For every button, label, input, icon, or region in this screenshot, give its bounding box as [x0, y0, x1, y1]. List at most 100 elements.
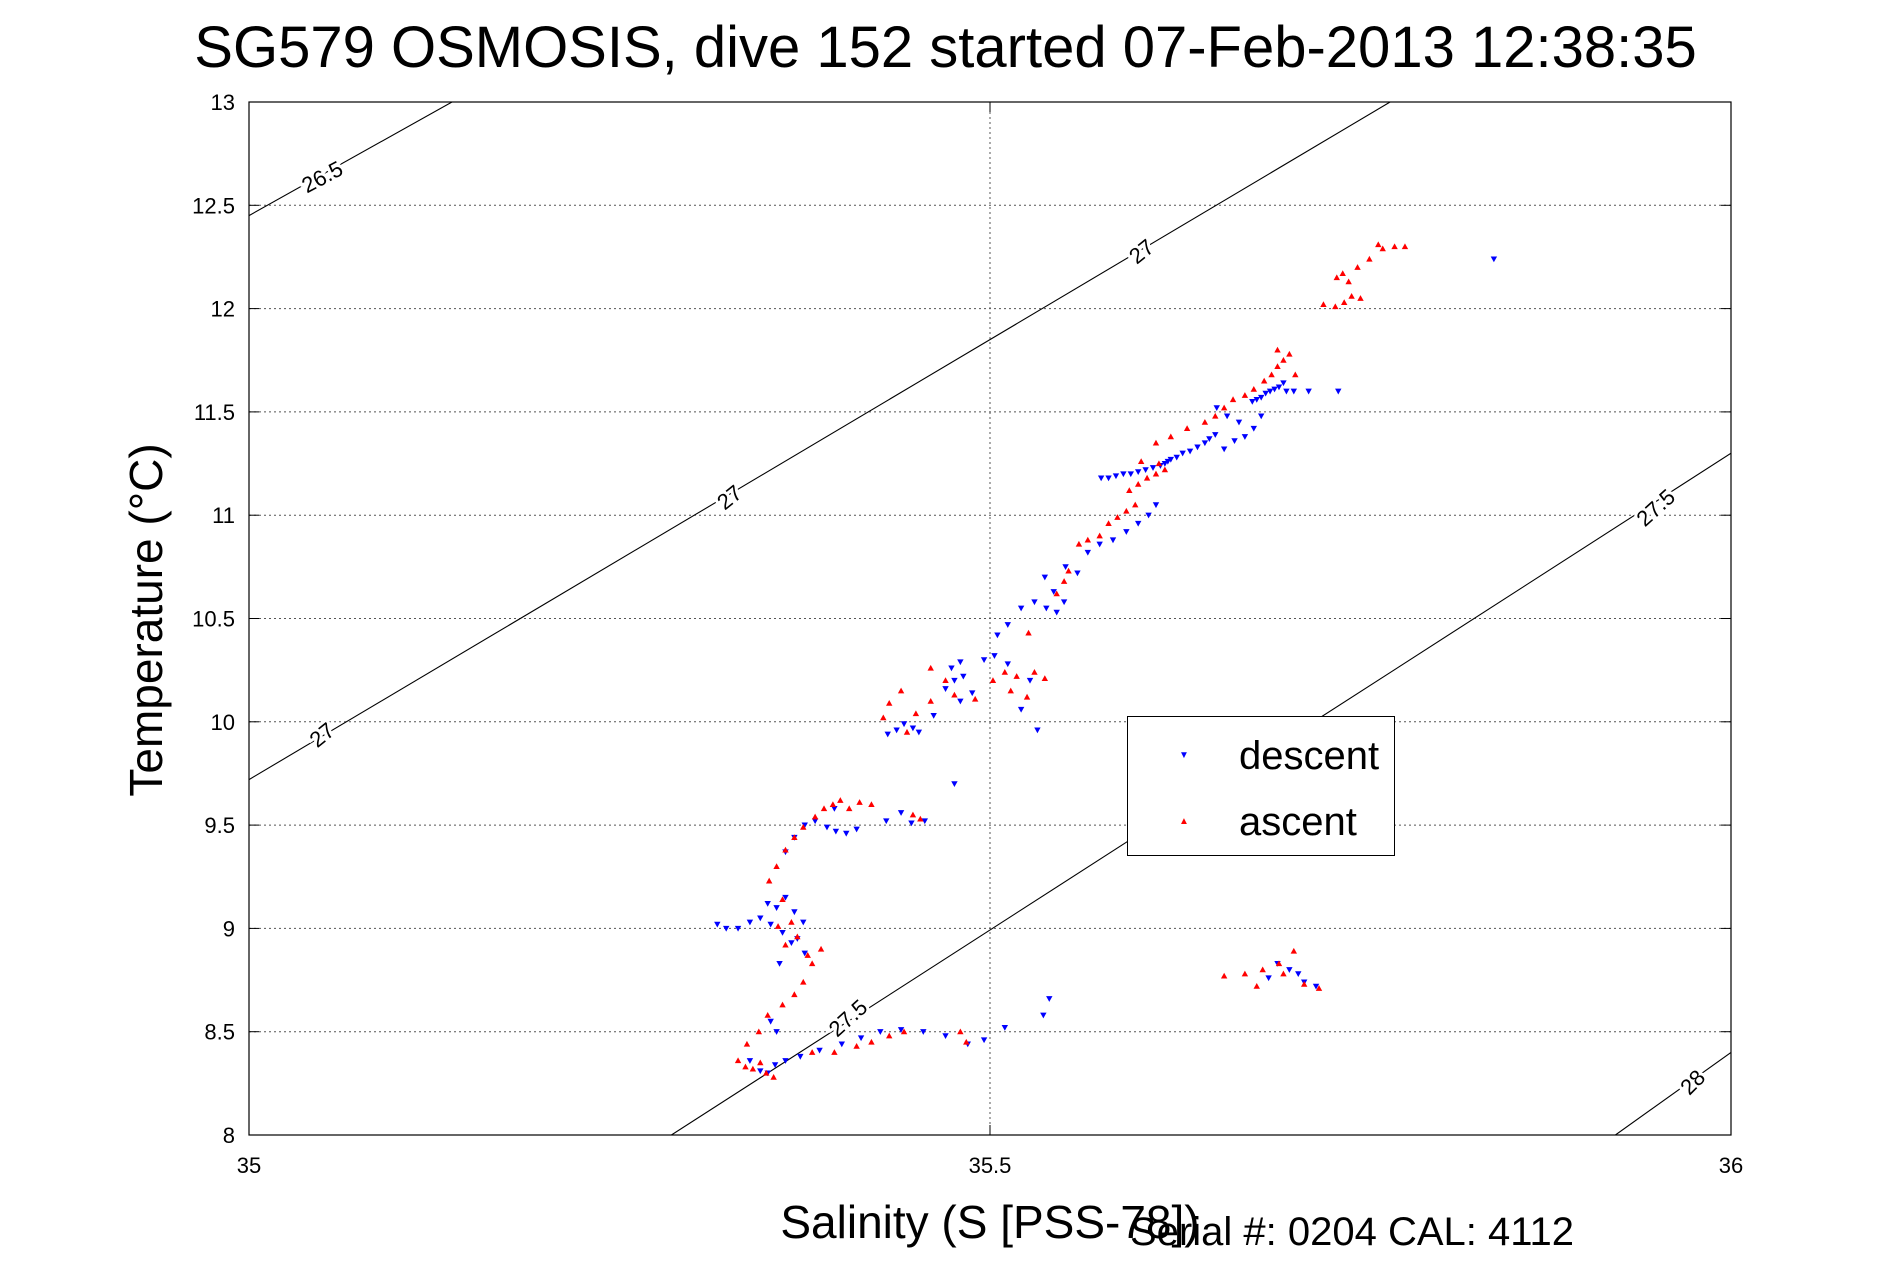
descent-point — [1249, 399, 1256, 405]
y-tick-label: 11 — [212, 503, 235, 528]
ascent-point — [1241, 392, 1249, 398]
descent-point — [884, 731, 891, 738]
ascent-point — [1354, 264, 1361, 270]
contour-line — [249, 102, 453, 217]
descent-point — [883, 818, 890, 825]
descent-point — [960, 673, 967, 680]
descent-point — [1286, 967, 1293, 973]
x-axis-label: Salinity (S [PSS-78]) — [780, 1196, 1199, 1248]
descent-point — [1241, 434, 1249, 440]
descent-point — [767, 1018, 774, 1025]
ascent-point — [1007, 687, 1014, 694]
ascent-point — [763, 1069, 770, 1076]
ascent-point — [804, 952, 811, 958]
descent-point — [831, 806, 838, 812]
descent-point — [1167, 456, 1175, 463]
ascent-point — [1155, 460, 1163, 467]
ascent-point — [755, 1028, 763, 1035]
ascent-point — [951, 691, 958, 698]
descent-point — [1026, 677, 1034, 684]
ascent-point — [765, 877, 773, 884]
descent-point — [1060, 599, 1068, 606]
ascent-point — [1300, 980, 1308, 987]
ascent-point — [749, 1065, 757, 1072]
ascent-point — [942, 677, 949, 684]
x-tick-label: 36 — [1719, 1153, 1743, 1178]
descent-point — [1164, 458, 1172, 465]
descent-point — [776, 960, 783, 967]
ascent-point — [1167, 433, 1175, 440]
ascent-point — [773, 863, 780, 869]
descent-point — [1043, 605, 1050, 612]
ascent-point — [764, 1011, 771, 1018]
descent-point — [801, 822, 808, 829]
descent-point — [1206, 436, 1213, 442]
descent-point — [811, 818, 819, 825]
descent-point — [1231, 438, 1238, 445]
descent-point — [951, 677, 958, 684]
descent-point — [832, 828, 840, 835]
descent-point — [1017, 706, 1025, 713]
ascent-point — [791, 834, 798, 841]
y-tick-label: 8.5 — [204, 1020, 235, 1045]
ascent-point — [927, 664, 934, 671]
y-tick-label: 12.5 — [192, 193, 235, 218]
descent-point — [838, 1041, 845, 1048]
ascent-point — [1280, 357, 1287, 363]
ascent-point — [1096, 532, 1103, 539]
ascent-point — [1025, 629, 1032, 636]
ascent-point — [757, 1059, 764, 1066]
descent-point — [1096, 541, 1103, 548]
descent-point — [771, 1062, 779, 1068]
ascent-point — [1152, 439, 1160, 446]
descent-point — [1179, 450, 1186, 457]
ascent-point — [1114, 514, 1121, 520]
ascent-point — [1333, 274, 1340, 281]
descent-point — [951, 781, 958, 787]
ascent-point — [856, 799, 863, 805]
descent-point — [1053, 609, 1060, 616]
ascent-point — [1259, 966, 1266, 973]
ascent-point — [880, 714, 887, 721]
ascent-point — [868, 801, 875, 807]
descent-point — [1201, 440, 1209, 447]
descent-point — [782, 894, 789, 901]
legend: ▼ descent ▲ ascent — [1127, 716, 1395, 856]
ascent-point — [800, 823, 807, 830]
descent-point — [969, 690, 976, 697]
ascent-point — [1132, 501, 1139, 508]
descent-point — [1040, 1012, 1047, 1019]
descent-point — [1135, 469, 1142, 476]
ascent-point — [1229, 396, 1237, 403]
ascent-point — [1320, 301, 1327, 308]
descent-point — [1290, 388, 1298, 395]
legend-item-ascent: ▲ ascent — [1128, 797, 1394, 847]
ascent-point — [1126, 487, 1133, 493]
descent-point — [1017, 605, 1025, 612]
serial-cal-info: Serial #: 0204 CAL: 4112 — [1130, 1210, 1575, 1254]
descent-point — [920, 1029, 927, 1035]
ascent-point — [1339, 270, 1346, 277]
ascent-point — [1220, 404, 1228, 411]
axis-ticks: 8 8.5 9 9.5 10 10.5 11 11.5 12 12.5 13 35 35.5 36 — [192, 90, 1743, 1178]
descent-point — [723, 925, 730, 932]
y-tick-label: 8 — [223, 1123, 235, 1148]
ascent-point — [1084, 536, 1092, 543]
descent-point — [957, 659, 964, 666]
ascent-point — [1013, 673, 1020, 679]
descent-point — [1253, 396, 1260, 403]
ascent-point — [734, 1057, 742, 1064]
descent-point — [942, 1033, 949, 1040]
descent-point — [1213, 405, 1220, 411]
descent-point — [843, 830, 850, 837]
ascent-point — [1286, 350, 1293, 357]
ascent-point — [1183, 425, 1191, 431]
contour-label: 27 — [1124, 234, 1159, 269]
descent-point — [1041, 574, 1049, 581]
y-tick-label: 10 — [211, 710, 235, 735]
ascent-point — [779, 896, 786, 903]
descent-point — [1004, 661, 1011, 668]
ascent-point — [917, 815, 924, 822]
contour-line — [249, 102, 1391, 781]
